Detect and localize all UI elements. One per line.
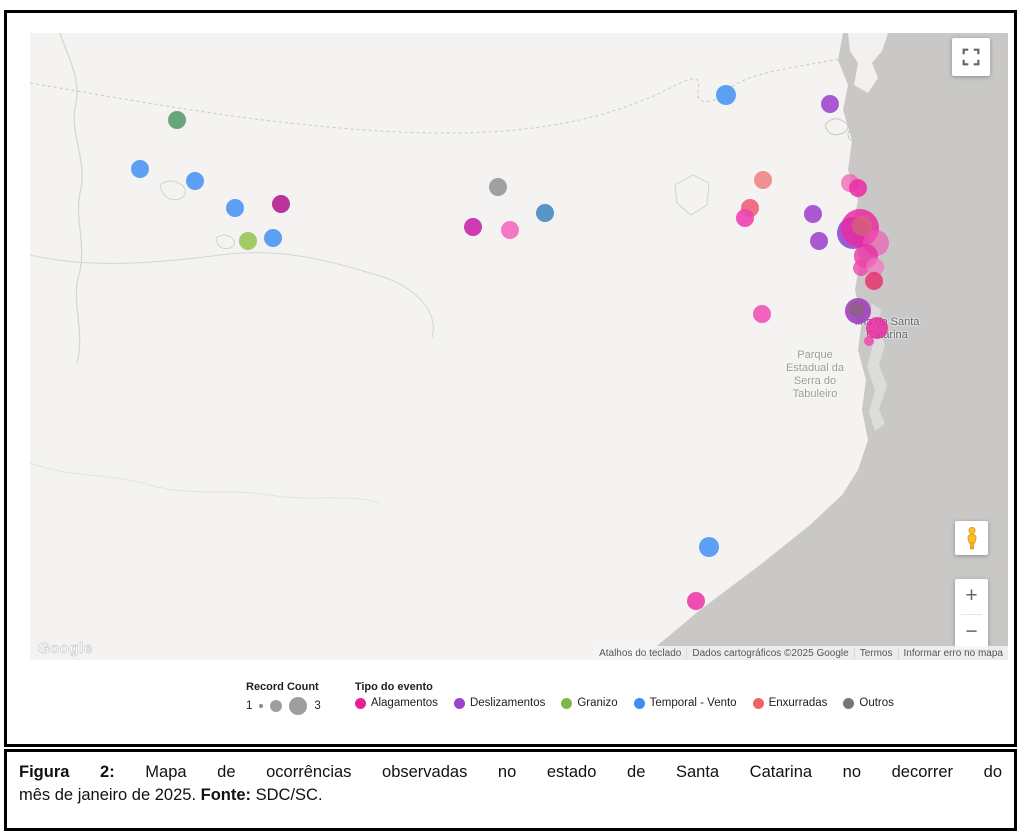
pegman-button[interactable] [955,521,988,555]
map-point[interactable] [226,199,244,217]
legend-label: Enxurradas [768,697,828,709]
map-point[interactable] [849,179,867,197]
fullscreen-icon [962,48,980,66]
map-data-text: Dados cartográficos ©2025 Google [686,647,853,659]
map-point[interactable] [810,232,828,250]
google-logo[interactable]: Google [38,640,93,658]
record-count-min: 1 [246,700,253,712]
map-point[interactable] [865,272,883,290]
record-count-max: 3 [314,700,321,712]
park-label: Parque Estadual da Serra do Tabuleiro [785,349,845,400]
south-river-line [30,252,434,339]
map-canvas[interactable]: Parque Estadual da Serra do Tabuleiro Il… [30,33,1008,660]
map-point[interactable] [849,301,865,317]
lake-outline-1 [159,180,186,201]
peninsula-shape [848,33,888,93]
record-count-dot-medium [270,700,283,712]
map-attribution: Atalhos do teclado Dados cartográficos ©… [594,646,1008,660]
legend-label: Outros [859,697,894,709]
map-point[interactable] [464,218,482,236]
river-line [59,33,83,364]
record-count-dot-large [289,697,308,715]
keyboard-shortcuts-link[interactable]: Atalhos do teclado [599,647,682,659]
legend-dot [752,697,764,709]
caption-source-label: Fonte: [200,786,252,804]
fullscreen-button[interactable] [952,38,990,76]
map-point[interactable] [699,537,719,557]
municipality-outline [674,174,710,216]
terms-link[interactable]: Termos [853,647,898,659]
caption-box: Figura 2: Mapa de ocorrências observadas… [4,749,1017,831]
record-count-dot-small [259,704,264,708]
islet-shape [891,332,897,338]
legend-item: Deslizamentos [453,697,546,709]
ocean-shape [640,33,1008,660]
map-point[interactable] [687,592,705,610]
legend-label: Deslizamentos [469,697,546,709]
map-point[interactable] [131,160,149,178]
caption-source-text: SDC/SC. [251,786,323,804]
figure-box: Parque Estadual da Serra do Tabuleiro Il… [4,10,1017,747]
record-count-title: Record Count [246,681,319,693]
zoom-out-button[interactable]: − [965,619,978,643]
caption-line1-text: Mapa de ocorrências observadas no estado… [114,763,1002,781]
event-type-legend: Tipo do evento Alagamentos Deslizamentos G… [354,681,903,715]
map-point[interactable] [736,209,754,227]
map-point[interactable] [804,205,822,223]
map-point[interactable] [272,195,290,213]
event-type-items: Alagamentos Deslizamentos Granizo Temporal … [354,697,903,709]
map-point[interactable] [264,229,282,247]
caption-line2-text: mês de janeiro de 2025. [19,786,201,804]
legend: Record Count 1 3 Tipo do evento Alagamen… [246,681,903,715]
map-point[interactable] [821,95,839,113]
legend-label: Granizo [577,697,618,709]
map-point[interactable] [853,260,869,276]
zoom-divider [961,613,982,615]
caption-line1: Figura 2: Mapa de ocorrências observadas… [19,761,1002,784]
map-point[interactable] [716,85,736,105]
caption-line2: mês de janeiro de 2025. Fonte: SDC/SC. [19,784,1002,807]
map-point[interactable] [753,305,771,323]
map-point[interactable] [852,216,872,236]
map-point[interactable] [186,172,204,190]
bay-squiggle [824,118,863,142]
lake-outline-2 [215,234,236,249]
map-point[interactable] [536,204,554,222]
map-point[interactable] [489,178,507,196]
map-point[interactable] [864,336,874,346]
record-count-legend: Record Count 1 3 [246,681,321,715]
map-base-svg [30,33,1008,660]
legend-dot [633,697,645,709]
map-point[interactable] [866,258,884,276]
legend-item: Outros [843,697,894,709]
map-point[interactable] [501,221,519,239]
caption-figure-label: Figura 2: [19,763,115,781]
legend-dot [453,697,465,709]
zoom-in-button[interactable]: + [965,584,978,608]
legend-dot [561,697,573,709]
map-point[interactable] [168,111,186,129]
map-point[interactable] [754,171,772,189]
legend-item: Temporal - Vento [633,697,737,709]
map-point[interactable] [239,232,257,250]
legend-item: Alagamentos [354,697,438,709]
zoom-control: + − [955,579,988,649]
report-error-link[interactable]: Informar erro no mapa [897,647,1009,659]
event-type-title: Tipo do evento [354,681,433,693]
legend-item: Enxurradas [752,697,828,709]
terrain-line [30,462,381,504]
legend-item: Granizo [561,697,618,709]
legend-label: Alagamentos [370,697,438,709]
pegman-icon [967,526,976,550]
map-point[interactable] [866,317,888,339]
legend-dot [843,697,855,709]
legend-dot [354,697,366,709]
legend-label: Temporal - Vento [649,697,737,709]
